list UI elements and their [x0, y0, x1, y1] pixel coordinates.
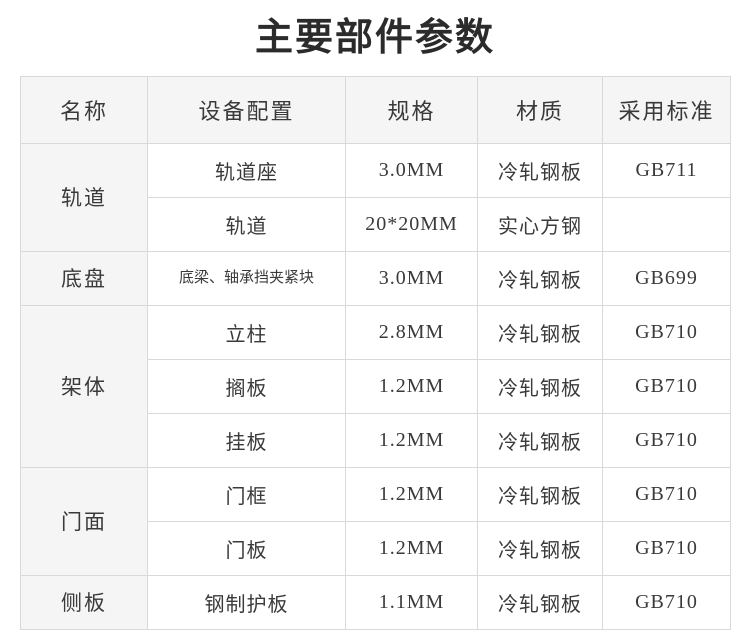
- cell-config: 轨道: [147, 196, 346, 252]
- cell-material: 实心方钢: [477, 196, 603, 252]
- cell-config: 底梁、轴承挡夹紧块: [147, 250, 346, 306]
- table-row: 门板 1.2MM 冷轧钢板 GB710: [21, 520, 731, 576]
- cell-material: 冷轧钢板: [477, 574, 603, 630]
- table-row: 搁板 1.2MM 冷轧钢板 GB710: [21, 358, 731, 414]
- cell-config: 门板: [147, 520, 346, 576]
- table-row: 门面 门框 1.2MM 冷轧钢板 GB710: [20, 466, 731, 576]
- table-row: 架体 立柱 2.8MM 冷轧钢板 GB710: [20, 304, 731, 468]
- cell-part-name: 轨道: [20, 142, 148, 252]
- cell-material: 冷轧钢板: [477, 142, 603, 198]
- header-cell-name: 名称: [20, 75, 148, 144]
- cell-spec: 1.1MM: [345, 574, 478, 630]
- cell-material: 冷轧钢板: [477, 466, 603, 522]
- cell-spec: 2.8MM: [345, 304, 478, 360]
- cell-spec: 20*20MM: [345, 196, 478, 252]
- table-header-row: 名称 设备配置 规格 材质 采用标准: [20, 75, 731, 144]
- cell-spec: 3.0MM: [345, 250, 478, 306]
- cell-standard: GB699: [602, 250, 731, 306]
- table-body: 轨道 轨道座 3.0MM 冷轧钢板 GB711 轨道 20*20MM 实心方钢 底盘 底梁、轴承挡…: [20, 142, 731, 630]
- cell-standard: GB710: [602, 358, 731, 414]
- cell-config: 搁板: [147, 358, 346, 414]
- cell-standard: GB710: [602, 412, 731, 468]
- header-cell-config: 设备配置: [147, 75, 346, 144]
- cell-material: 冷轧钢板: [477, 250, 603, 306]
- cell-standard: GB711: [602, 142, 731, 198]
- cell-config: 轨道座: [147, 142, 346, 198]
- header-cell-material: 材质: [477, 75, 603, 144]
- cell-material: 冷轧钢板: [477, 358, 603, 414]
- table-row: 侧板 钢制护板 1.1MM 冷轧钢板 GB710: [20, 574, 731, 630]
- cell-material: 冷轧钢板: [477, 304, 603, 360]
- cell-material: 冷轧钢板: [477, 520, 603, 576]
- cell-part-name: 架体: [20, 304, 148, 468]
- cell-config: 立柱: [147, 304, 346, 360]
- cell-standard: GB710: [602, 574, 731, 630]
- table-row: 轨道 20*20MM 实心方钢: [21, 196, 731, 252]
- cell-config: 门框: [147, 466, 346, 522]
- page-title: 主要部件参数: [254, 17, 495, 59]
- cell-material: 冷轧钢板: [477, 412, 603, 468]
- table-row: 挂板 1.2MM 冷轧钢板 GB710: [21, 412, 731, 468]
- params-table-wrapper: 名称 设备配置 规格 材质 采用标准 轨道 轨道座 3.0MM 冷轧钢板 GB711 轨道…: [0, 75, 750, 630]
- cell-standard: GB710: [602, 466, 731, 522]
- table-row: 底盘 底梁、轴承挡夹紧块 3.0MM 冷轧钢板 GB699: [20, 250, 731, 306]
- table-row: 轨道 轨道座 3.0MM 冷轧钢板 GB711: [20, 142, 731, 252]
- cell-spec: 3.0MM: [345, 142, 478, 198]
- cell-spec: 1.2MM: [345, 520, 478, 576]
- cell-standard: GB710: [602, 304, 731, 360]
- cell-standard: [602, 196, 731, 252]
- cell-standard: GB710: [602, 520, 731, 576]
- header-cell-standard: 采用标准: [602, 75, 731, 144]
- cell-spec: 1.2MM: [345, 412, 478, 468]
- cell-part-name: 门面: [20, 466, 148, 576]
- cell-spec: 1.2MM: [345, 358, 478, 414]
- cell-config: 钢制护板: [147, 574, 346, 630]
- cell-spec: 1.2MM: [345, 466, 478, 522]
- cell-config: 挂板: [147, 412, 346, 468]
- header-cell-spec: 规格: [345, 75, 478, 144]
- cell-part-name: 侧板: [20, 574, 148, 630]
- table-header: 名称 设备配置 规格 材质 采用标准: [20, 75, 731, 144]
- cell-part-name: 底盘: [20, 250, 148, 306]
- params-table: 名称 设备配置 规格 材质 采用标准 轨道 轨道座 3.0MM 冷轧钢板 GB711 轨道…: [20, 75, 731, 630]
